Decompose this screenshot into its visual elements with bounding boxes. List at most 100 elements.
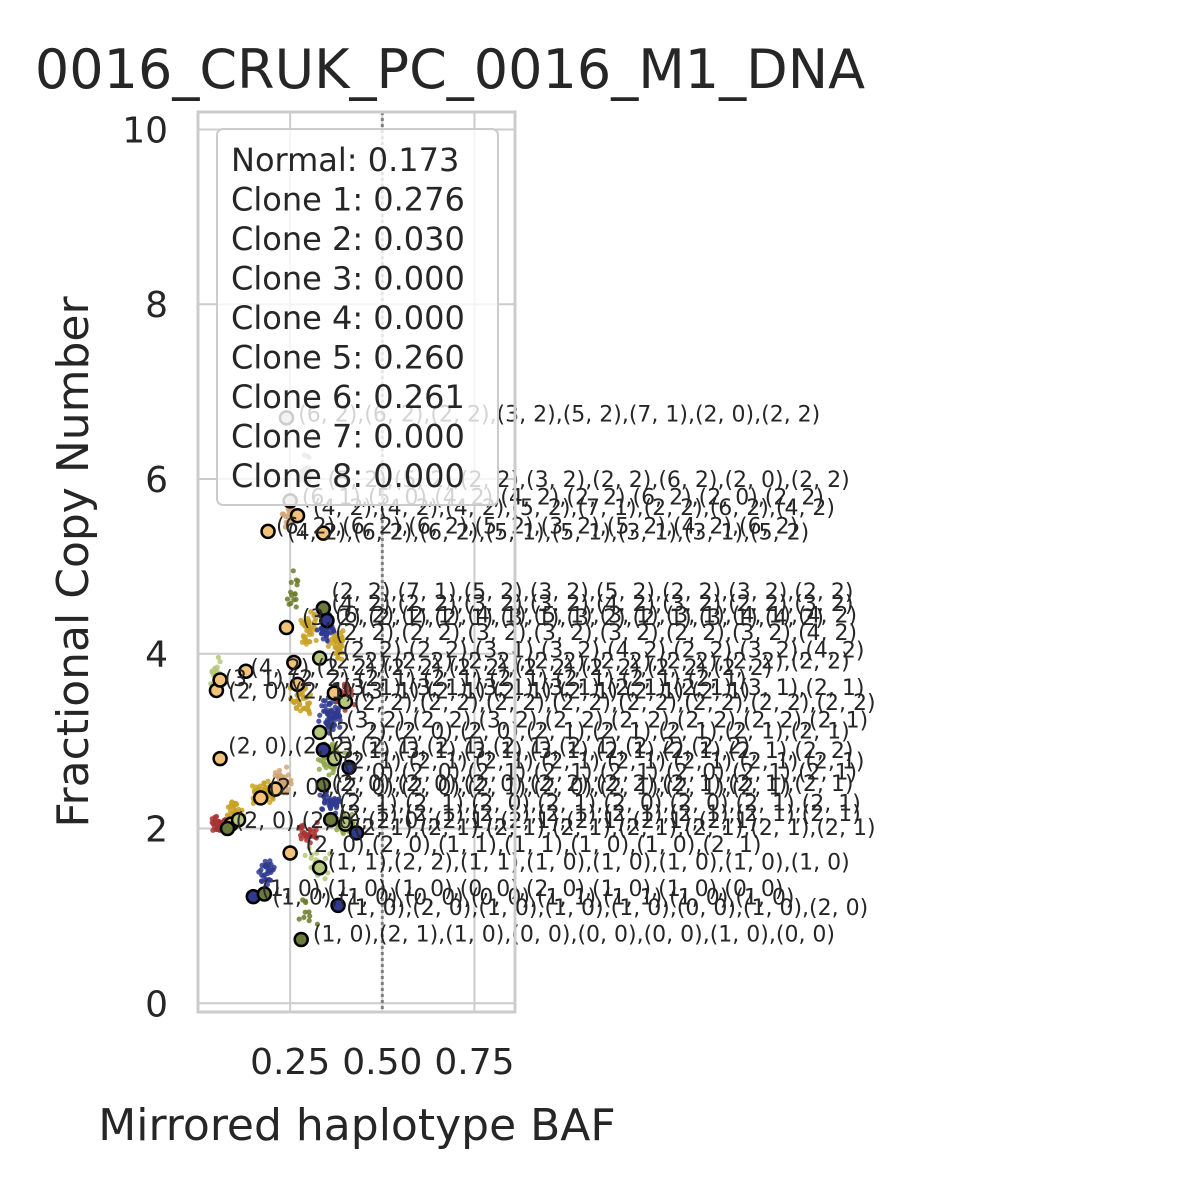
segment-annotation: (6, 2),(2, 1),(4, 1),(5, 1),(3, 1),(3, 1…	[335, 603, 857, 628]
y-tick-labels: 0 2 4 6 8 10	[122, 110, 168, 1025]
segment-marker	[319, 612, 335, 629]
bin-point	[334, 801, 340, 807]
legend-entry: Clone 4: 0.000	[231, 299, 465, 337]
segment-marker	[315, 777, 332, 793]
segment-marker	[289, 676, 306, 693]
bin-point	[335, 650, 341, 656]
bin-point	[259, 862, 265, 868]
bin-point	[333, 639, 339, 645]
segment-annotation: (2, 2),(2, 0),(2, 0),(2, 1),(2, 1),(2, 1…	[328, 720, 850, 745]
legend-entry: Clone 5: 0.260	[231, 339, 465, 377]
x-tick-label: 0.25	[250, 1042, 330, 1083]
bin-point	[301, 830, 308, 836]
bin-point	[315, 757, 321, 763]
bin-point	[213, 813, 220, 820]
legend-entry: Clone 8: 0.000	[231, 457, 465, 495]
segment-marker	[326, 750, 343, 767]
bin-point	[311, 833, 317, 840]
bin-point	[298, 823, 304, 829]
segment-annotation: (4, 2),(2, 2),(3, 2),(3, 2),(4, 2),(3, 2…	[331, 592, 853, 617]
segment-annotation: (4, 2),(6, 2),(6, 2),(5, 1),(5, 1),(3, 1…	[287, 520, 809, 545]
bin-point	[317, 792, 323, 798]
bin-point	[328, 700, 334, 706]
bin-point	[321, 799, 328, 805]
bin-point	[296, 701, 303, 707]
legend-entry: Clone 3: 0.000	[231, 260, 465, 298]
bin-point	[293, 704, 299, 711]
bin-point	[322, 698, 328, 704]
segment-marker	[330, 897, 346, 914]
segment-annotation: (2, 0),(2, 0),(2, 0),(2, 1),(2, 0),(2, 1…	[269, 776, 791, 801]
bin-point	[299, 639, 305, 645]
bin-point	[305, 703, 311, 710]
bin-point	[306, 909, 312, 915]
legend-entry: Normal: 0.173	[231, 141, 459, 179]
segment-marker	[348, 825, 365, 841]
segment-annotation: (2, 2),(2, 2),(3, 1),(3, 2),(4, 2),(2, 2…	[342, 638, 864, 663]
segment-marker	[256, 886, 273, 902]
segment-marker	[341, 759, 357, 776]
segment-marker	[315, 742, 332, 758]
segment-marker	[293, 931, 309, 948]
bin-point	[337, 724, 343, 730]
bin-point	[284, 790, 290, 796]
bin-point	[327, 851, 333, 857]
segment-annotation: (2, 2),(2, 2),(3, 2),(3, 2),(3, 2),(2, 2…	[335, 621, 857, 646]
segment-annotation: (3, 1),(3, 1),(3, 1),(3, 1),(2, 1),(2, 1…	[331, 739, 853, 764]
bin-point	[312, 618, 318, 624]
segment-marker	[212, 750, 228, 767]
bin-point	[314, 627, 320, 633]
bin-point	[283, 513, 289, 520]
segment-marker	[311, 860, 328, 876]
bin-point	[268, 861, 274, 868]
segment-marker	[326, 685, 343, 701]
bin-point	[313, 850, 320, 856]
bin-point	[284, 596, 290, 602]
segment-marker	[289, 507, 306, 524]
segment-annotation: (6, 2),(6, 2),(6, 2),(5, 2),(3, 2),(5, 2…	[276, 514, 798, 539]
bin-point	[293, 577, 300, 583]
bin-point	[319, 806, 325, 812]
x-tick-labels: 0.25 0.50 0.75	[250, 1042, 514, 1083]
bin-point	[272, 770, 279, 776]
segment-annotation: (2, 1),(2, 1),(2, 1),(2, 1),(2, 1),(2, 1…	[342, 749, 864, 774]
bin-point	[331, 766, 337, 772]
segment-annotation: (2, 0),(2, 0),(2, 0),(2, 1),(2, 1),(2, 1…	[235, 809, 757, 834]
bin-point	[328, 800, 334, 806]
bin-point	[326, 730, 332, 736]
segment-annotation: (2, 0),(2, 2),(2, 1),(2, 1),(2, 1),(2, 1…	[228, 734, 750, 759]
segment-annotation: (1, 0),(1, 0),(0, 0),(0, 0),(1, 1),(1, 1…	[272, 886, 794, 911]
y-tick-label: 2	[145, 810, 168, 851]
bin-point	[288, 696, 294, 702]
bin-point	[313, 637, 319, 644]
axes-border	[196, 110, 517, 1014]
segment-annotation: (1, 0),(1, 0),(1, 0),(0, 0),(2, 0),(1, 0…	[261, 877, 783, 902]
y-tick-label: 10	[122, 110, 168, 151]
segment-marker	[278, 619, 295, 636]
segment-annotation: (1, 1),(2, 2),(1, 1),(1, 0),(1, 0),(1, 0…	[328, 851, 850, 876]
segment-marker	[337, 694, 354, 710]
bin-point	[299, 691, 305, 697]
segment-annotation: (2, 0),(2, 0),(1, 1),(1, 1),(1, 0),(1, 0…	[306, 833, 762, 858]
bin-point	[276, 767, 283, 774]
bin-point	[227, 804, 233, 810]
segment-marker	[322, 812, 339, 828]
bin-point	[300, 695, 307, 702]
bin-point	[302, 852, 308, 858]
bin-point	[339, 643, 345, 649]
bin-point	[306, 918, 312, 924]
bin-point	[307, 692, 314, 698]
segment-annotation: (2, 2),(7, 1),(5, 2),(3, 2),(5, 2),(2, 2…	[331, 580, 853, 605]
bin-point	[323, 792, 330, 798]
bin-point	[320, 630, 327, 636]
bin-point	[282, 524, 288, 530]
bin-point	[333, 745, 339, 751]
bin-point	[293, 596, 299, 603]
segment-marker	[212, 672, 228, 688]
x-tick-label: 0.50	[342, 1042, 422, 1083]
bin-point	[348, 687, 354, 694]
bin-point	[290, 568, 296, 574]
segment-annotation: (3, 1),(3, 1),(3, 1),(3, 1),(2, 1),(2, 1…	[342, 676, 864, 701]
bin-point	[215, 821, 221, 827]
segment-marker	[311, 724, 328, 741]
